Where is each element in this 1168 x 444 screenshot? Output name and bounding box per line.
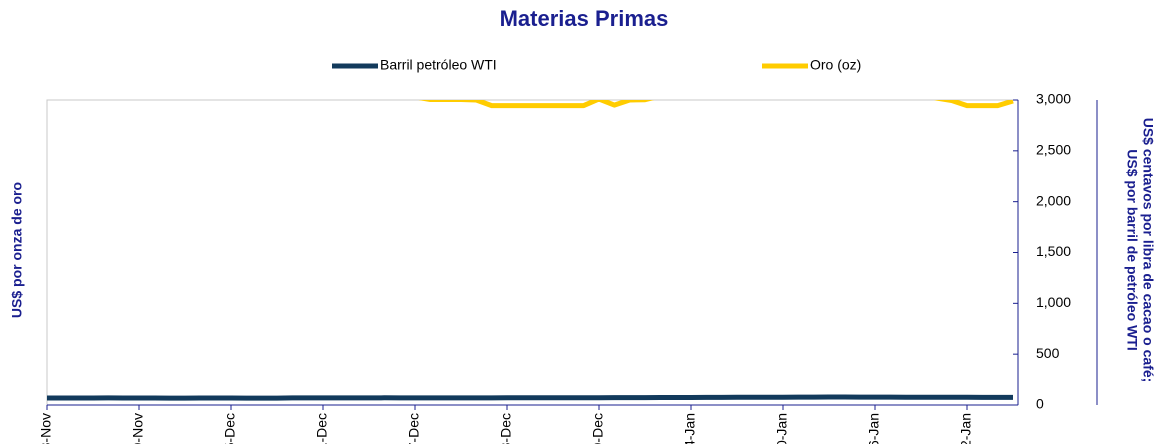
- y2-axis-label: US$ centavos por libra de cacao o café;: [1140, 118, 1156, 383]
- plot-area: [46, 99, 1019, 406]
- y-tick-label: 500: [1036, 345, 1060, 361]
- y-tick-label: 3,000: [1036, 91, 1071, 107]
- x-tick-label: 4-Jan: [682, 413, 698, 444]
- x-tick-label: 11-Dec: [314, 413, 330, 444]
- series-line: [418, 100, 1014, 109]
- y-axis-label: US$ por onza de oro: [9, 182, 25, 318]
- legend-label: Oro (oz): [810, 57, 861, 73]
- plot-series: [47, 100, 1014, 401]
- x-tick-label: 29-Dec: [590, 413, 606, 444]
- x-tick-label: 5-Dec: [222, 413, 238, 444]
- x-tick-label: 22-Jan: [958, 413, 974, 444]
- y-tick-label: 1,500: [1036, 243, 1071, 259]
- x-tick-label: 16-Jan: [866, 413, 882, 444]
- y-tick-label: 0: [1036, 396, 1044, 412]
- x-tick-label: 17-Dec: [406, 413, 422, 444]
- x-tick-label: 10-Jan: [774, 413, 790, 444]
- x-tick-label: 23-Dec: [498, 413, 514, 444]
- y2-axis-label: US$ por barril de petróleo WTI: [1124, 149, 1140, 350]
- x-tick-label: 23-Nov: [38, 413, 54, 444]
- chart-title: Materias Primas: [500, 6, 669, 31]
- y-tick-label: 2,500: [1036, 142, 1071, 158]
- y-tick-label: 2,000: [1036, 192, 1071, 208]
- y-tick-label: 1,000: [1036, 294, 1071, 310]
- legend-label: Barril petróleo WTI: [380, 57, 497, 73]
- x-tick-label: 29-Nov: [130, 413, 146, 444]
- series-line: [47, 394, 1013, 401]
